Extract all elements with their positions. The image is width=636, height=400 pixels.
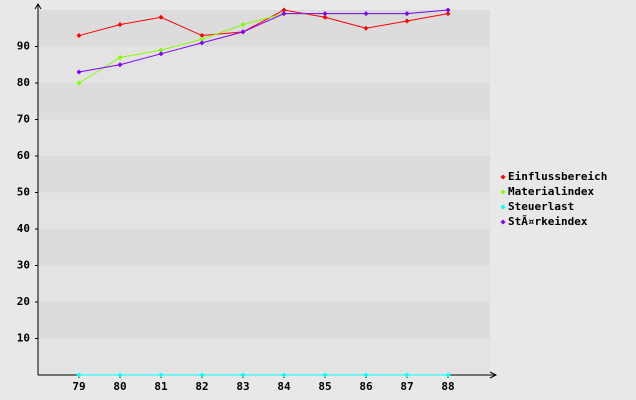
x-tick-label: 88 [441,380,454,393]
y-arrow [34,3,42,10]
y-tick-label: 30 [17,259,30,272]
x-tick-label: 85 [318,380,331,393]
point [322,372,328,378]
x-tick-label: 84 [277,380,291,393]
band [38,46,490,83]
band [38,10,490,47]
band [38,119,490,156]
legend-label: StÃ¤rkeindex [508,215,588,228]
band [38,265,490,302]
line [78,9,449,73]
y-tick-label: 70 [17,113,30,126]
point [281,372,287,378]
y-tick-label: 10 [17,332,30,345]
point [158,372,164,378]
band [38,338,490,375]
legend-label: Steuerlast [508,200,574,213]
y-tick-label: 20 [17,295,30,308]
point [404,372,410,378]
y-tick-label: 60 [17,149,30,162]
point [281,7,287,13]
point [445,7,451,13]
point [199,33,205,39]
x-tick-label: 81 [154,380,168,393]
band [38,302,490,339]
band [38,83,490,120]
line [78,9,449,37]
point [404,18,410,24]
x-tick-label: 80 [113,380,126,393]
point [363,11,369,17]
point [240,22,246,28]
legend-marker [500,189,506,195]
legend-label: Materialindex [508,185,594,198]
x-tick-label: 83 [236,380,249,393]
point [240,29,246,35]
point [404,11,410,17]
point [240,372,246,378]
x-arrow [489,371,498,379]
y-tick-label: 40 [17,222,30,235]
legend-marker [500,219,506,225]
legend-marker [500,204,506,210]
point [158,51,164,57]
point [117,372,123,378]
point [363,25,369,31]
point [199,40,205,46]
point [322,14,328,20]
point [445,11,451,17]
y-tick-label: 90 [17,40,30,53]
x-tick-label: 87 [400,380,413,393]
point [158,14,164,20]
x-tick-label: 86 [359,380,373,393]
point [199,36,205,42]
x-tick-label: 82 [195,380,208,393]
point [158,47,164,53]
y-tick-label: 80 [17,76,30,89]
y-tick-label: 50 [17,186,30,199]
point [76,69,82,75]
point [76,80,82,86]
legend-label: Einflussbereich [508,170,607,183]
point [363,372,369,378]
point [322,11,328,17]
point [76,372,82,378]
band [38,229,490,266]
point [117,54,123,60]
point [199,372,205,378]
point [117,62,123,68]
band [38,156,490,193]
point [117,22,123,28]
x-tick-label: 79 [72,380,85,393]
band [38,192,490,229]
legend-marker [500,174,506,180]
point [76,33,82,39]
point [281,11,287,17]
point [445,372,451,378]
